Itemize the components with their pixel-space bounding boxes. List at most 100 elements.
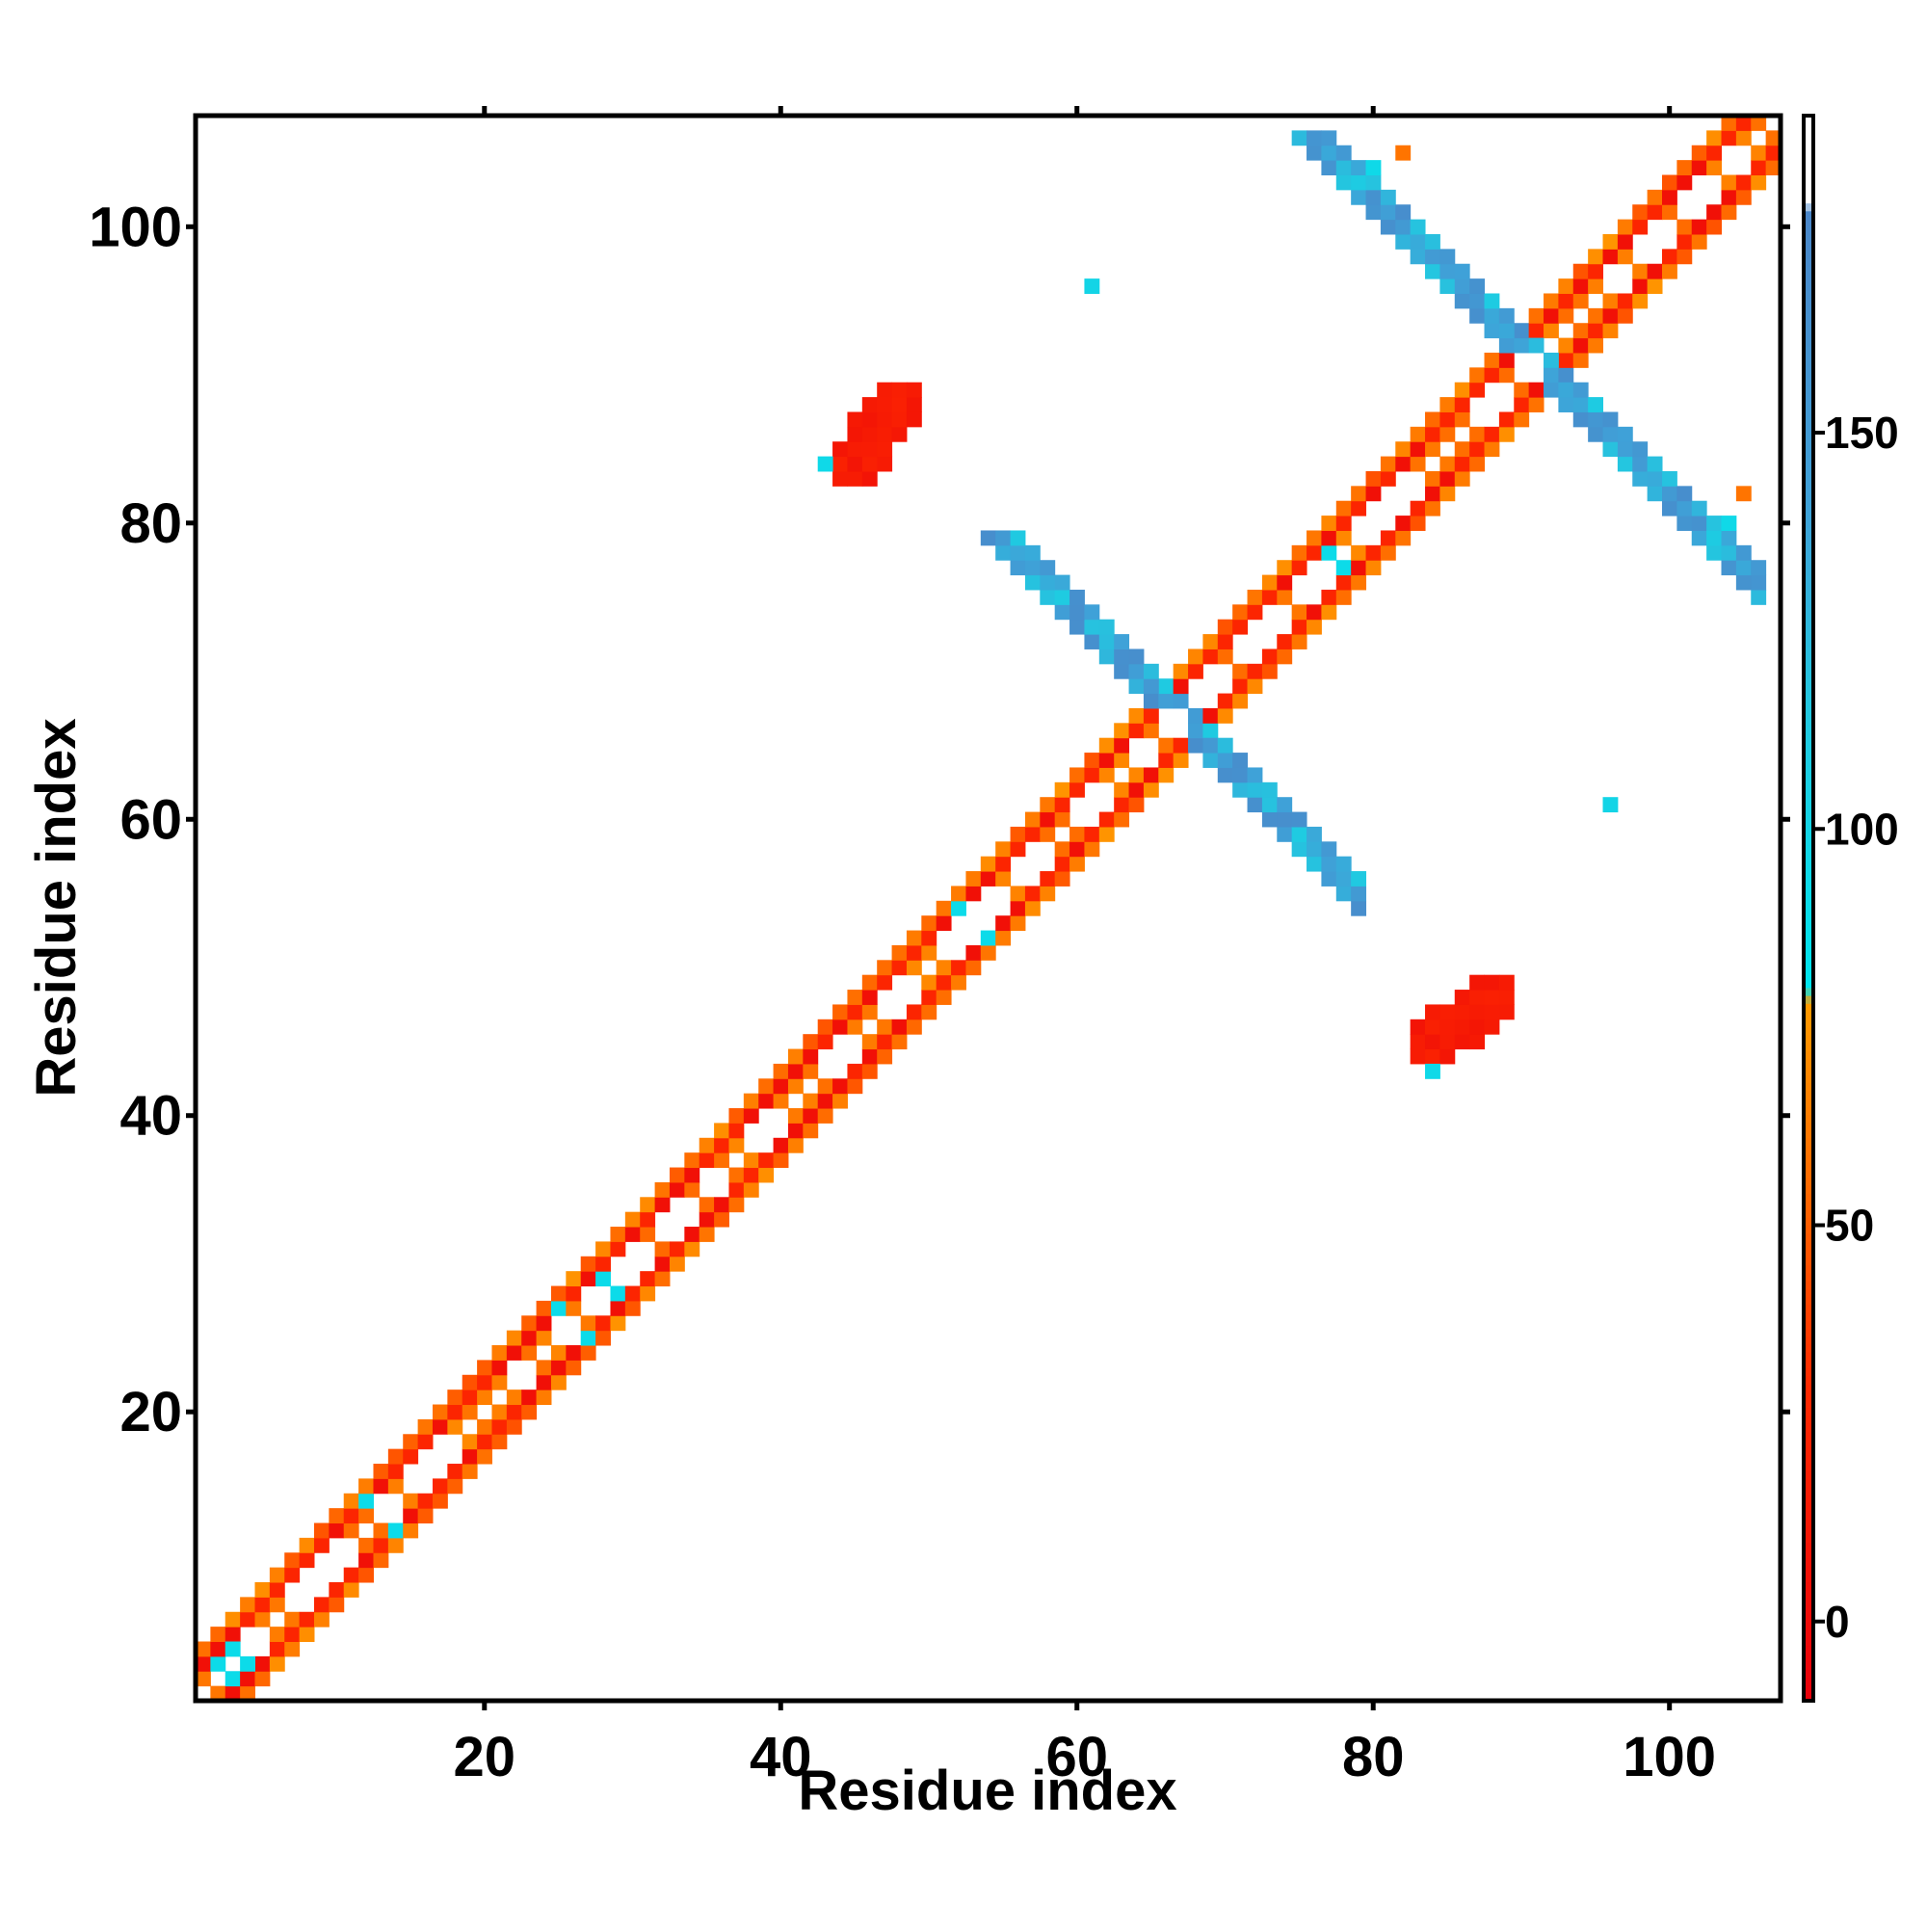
heatmap-cell xyxy=(580,1256,596,1272)
heatmap-cell xyxy=(921,944,937,961)
heatmap-cell xyxy=(462,1389,478,1406)
heatmap-cell xyxy=(1454,397,1470,412)
heatmap-cell xyxy=(1321,160,1337,175)
heatmap-cell xyxy=(861,1004,878,1020)
colorbar-segment xyxy=(1804,1542,1813,1551)
heatmap-cell xyxy=(1439,397,1456,412)
colorbar-segment xyxy=(1804,892,1813,901)
heatmap-cell xyxy=(1425,233,1440,250)
heatmap-cell xyxy=(373,1552,389,1569)
heatmap-cell xyxy=(1128,648,1145,665)
heatmap-cell xyxy=(965,886,982,902)
colorbar-segment xyxy=(1804,448,1813,458)
heatmap-cell xyxy=(1069,619,1085,635)
heatmap-cell xyxy=(951,900,966,916)
colorbar-segment xyxy=(1804,1581,1813,1591)
heatmap-cell xyxy=(1232,604,1249,621)
heatmap-cell xyxy=(313,1597,330,1613)
heatmap-cell xyxy=(1662,263,1677,279)
heatmap-cell xyxy=(891,944,908,961)
heatmap-cell xyxy=(1158,737,1175,754)
heatmap-cell xyxy=(1469,441,1486,458)
heatmap-cell xyxy=(1232,663,1249,679)
heatmap-cell xyxy=(877,382,893,398)
heatmap-cell xyxy=(1351,174,1367,191)
y-axis-label: Residue index xyxy=(25,718,88,1097)
heatmap-cell xyxy=(1335,174,1352,191)
colorbar-segment xyxy=(1804,131,1813,141)
colorbar-segment xyxy=(1804,155,1813,164)
heatmap-cell xyxy=(1588,278,1604,294)
heatmap-cell xyxy=(1514,397,1530,412)
heatmap-cell xyxy=(1010,841,1026,858)
heatmap-cell xyxy=(640,1271,656,1287)
colorbar-segment xyxy=(1804,836,1813,846)
colorbar-segment xyxy=(1804,1446,1813,1456)
heatmap-cell xyxy=(1558,293,1574,309)
heatmap-cell xyxy=(536,1315,552,1332)
heatmap-cell xyxy=(491,1404,508,1420)
heatmap-cell xyxy=(254,1671,271,1687)
heatmap-cell xyxy=(462,1434,478,1450)
heatmap-cell xyxy=(1247,604,1263,621)
heatmap-cell xyxy=(803,1034,819,1050)
heatmap-cell xyxy=(936,915,952,932)
heatmap-cell xyxy=(1439,263,1456,279)
heatmap-cell xyxy=(491,1374,508,1390)
colorbar-segment xyxy=(1804,908,1813,917)
heatmap-cell xyxy=(1469,293,1486,309)
heatmap-cell xyxy=(1188,707,1203,724)
heatmap-cell xyxy=(1498,352,1515,368)
heatmap-cell xyxy=(1084,826,1100,842)
heatmap-cell xyxy=(640,1211,656,1228)
heatmap-cell xyxy=(1558,397,1574,412)
heatmap-cell xyxy=(1247,678,1263,695)
heatmap-cell xyxy=(1469,1034,1486,1050)
heatmap-cell xyxy=(891,1019,908,1035)
colorbar-segment xyxy=(1804,694,1813,703)
colorbar-segment xyxy=(1804,1122,1813,1131)
heatmap-cell xyxy=(462,1448,478,1465)
heatmap-cell xyxy=(1024,544,1041,561)
heatmap-cell xyxy=(1602,293,1619,309)
heatmap-cell xyxy=(1410,441,1426,458)
y-axis: 20 40 60 80 100 xyxy=(89,196,1790,1443)
heatmap-cell xyxy=(995,841,1012,858)
heatmap-cell xyxy=(1617,426,1633,442)
heatmap-cell xyxy=(1410,249,1426,265)
heatmap-cell xyxy=(1128,663,1145,679)
heatmap-cell xyxy=(1232,767,1249,783)
heatmap-cell xyxy=(877,397,893,412)
heatmap-cell xyxy=(1484,293,1500,309)
colorbar-segment xyxy=(1804,163,1813,172)
colorbar-segment xyxy=(1804,1352,1813,1361)
heatmap-cell xyxy=(1751,574,1767,591)
heatmap-cell xyxy=(521,1404,538,1420)
colorbar-segment xyxy=(1804,1320,1813,1330)
colorbar-segment xyxy=(1804,591,1813,600)
heatmap-cell xyxy=(847,426,863,442)
heatmap-cell xyxy=(313,1537,330,1553)
heatmap-cell xyxy=(1454,263,1470,279)
heatmap-cell xyxy=(1454,470,1470,487)
heatmap-cell xyxy=(906,930,922,946)
heatmap-cell xyxy=(847,990,863,1005)
heatmap-cell xyxy=(699,1211,715,1228)
colorbar-segment xyxy=(1804,123,1813,133)
heatmap-cell xyxy=(1602,797,1619,813)
heatmap-cell xyxy=(861,441,878,458)
heatmap-cell xyxy=(684,1152,700,1169)
heatmap-cell xyxy=(1143,663,1159,679)
heatmap-cell xyxy=(1010,900,1026,916)
heatmap-cell xyxy=(595,1330,611,1346)
heatmap-cell xyxy=(1751,174,1767,191)
colorbar-segment xyxy=(1804,1026,1813,1036)
heatmap-cell xyxy=(595,1241,611,1257)
colorbar-segment xyxy=(1804,1090,1813,1099)
heatmap-cell xyxy=(803,1063,819,1079)
heatmap-cell xyxy=(1514,337,1530,354)
heatmap-cell xyxy=(1335,886,1352,902)
heatmap-cell xyxy=(1217,767,1233,783)
heatmap-cell xyxy=(1706,130,1723,146)
heatmap-cell xyxy=(1335,530,1352,546)
